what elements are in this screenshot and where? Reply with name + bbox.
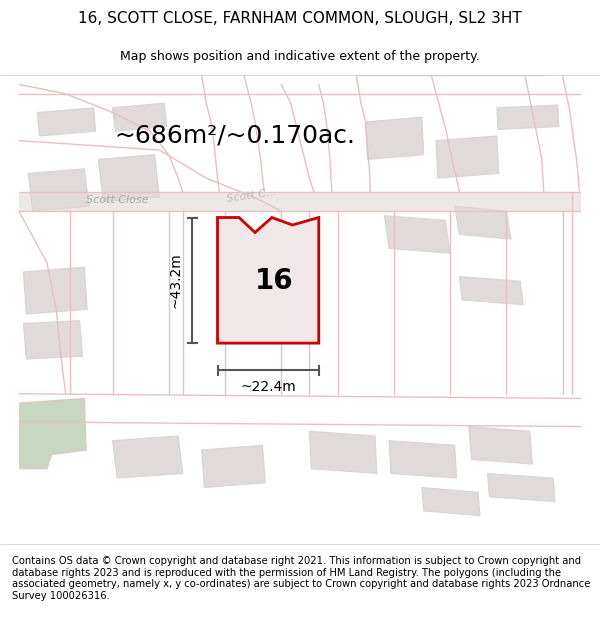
Text: Scott Close: Scott Close	[86, 195, 149, 205]
Polygon shape	[455, 206, 511, 239]
Polygon shape	[488, 474, 555, 501]
Text: Contains OS data © Crown copyright and database right 2021. This information is : Contains OS data © Crown copyright and d…	[12, 556, 590, 601]
Text: ~686m²/~0.170ac.: ~686m²/~0.170ac.	[114, 124, 355, 148]
Polygon shape	[23, 268, 87, 314]
Text: 16: 16	[254, 268, 293, 295]
Polygon shape	[113, 103, 167, 131]
Polygon shape	[365, 118, 424, 159]
Polygon shape	[37, 107, 95, 136]
Polygon shape	[23, 321, 83, 359]
Polygon shape	[422, 488, 480, 516]
Polygon shape	[98, 154, 160, 201]
Polygon shape	[436, 136, 499, 178]
Polygon shape	[469, 426, 533, 464]
Polygon shape	[310, 431, 377, 474]
Polygon shape	[19, 192, 581, 211]
Text: ~22.4m: ~22.4m	[240, 380, 296, 394]
Polygon shape	[389, 441, 457, 478]
Text: Scott C...: Scott C...	[226, 188, 277, 204]
Polygon shape	[218, 217, 319, 343]
Text: 16, SCOTT CLOSE, FARNHAM COMMON, SLOUGH, SL2 3HT: 16, SCOTT CLOSE, FARNHAM COMMON, SLOUGH,…	[78, 11, 522, 26]
Polygon shape	[497, 105, 559, 129]
Polygon shape	[202, 445, 265, 488]
Polygon shape	[113, 436, 183, 478]
Polygon shape	[28, 169, 89, 211]
Text: Map shows position and indicative extent of the property.: Map shows position and indicative extent…	[120, 50, 480, 62]
Polygon shape	[385, 216, 450, 253]
Polygon shape	[460, 276, 523, 304]
Polygon shape	[19, 399, 86, 469]
Text: ~43.2m: ~43.2m	[169, 253, 182, 308]
